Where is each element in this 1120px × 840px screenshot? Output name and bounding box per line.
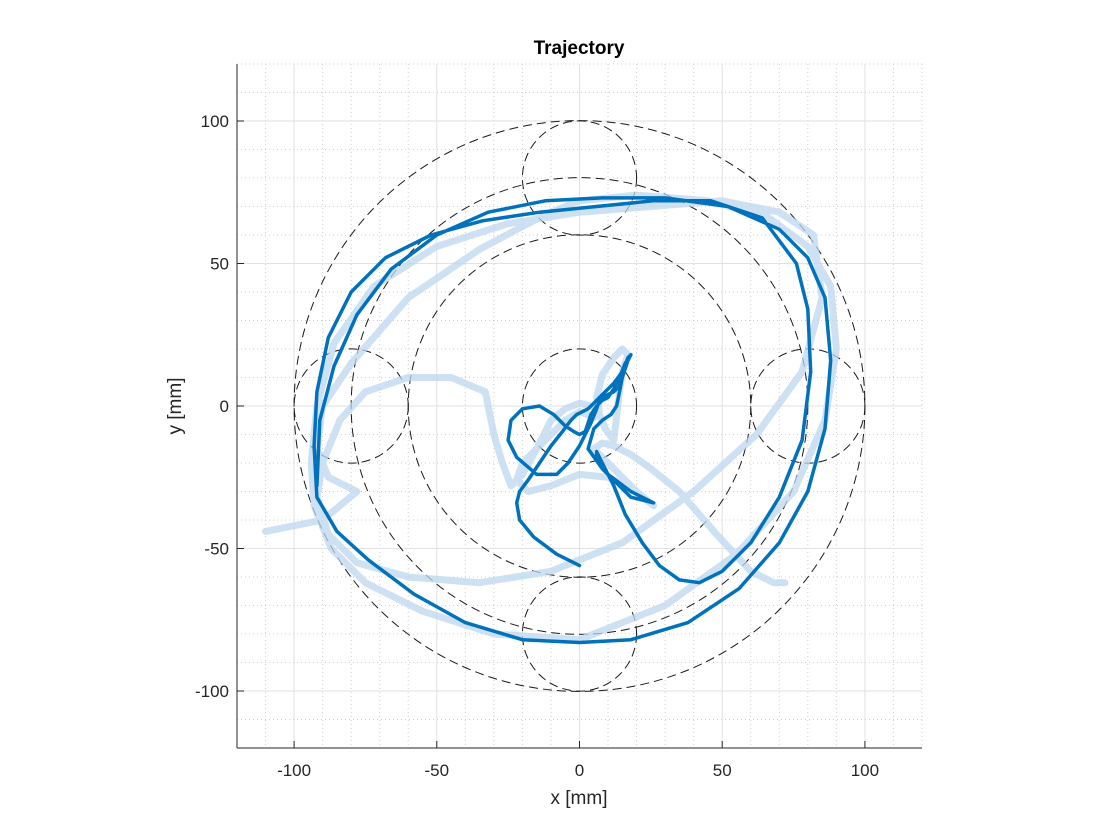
x-axis-label: x [mm]	[551, 788, 608, 809]
reference-circle	[293, 348, 409, 464]
reference-circle	[521, 120, 638, 236]
tick-labels: -100 -50 0 50 100 -100 -50 0 50 100	[195, 112, 879, 780]
y-axis-label: y [mm]	[165, 378, 186, 435]
y-tick-label: 100	[201, 112, 229, 131]
y-tick-label: -50	[204, 540, 229, 559]
axes	[236, 64, 922, 749]
reference-circle	[521, 576, 638, 692]
y-tick-label: -100	[195, 682, 229, 701]
x-tick-label: -100	[277, 761, 311, 780]
raw-trajectory-line	[262, 191, 840, 644]
reference-circle	[521, 348, 638, 464]
smoothed-trajectory-line	[312, 196, 833, 645]
x-tick-label: 50	[713, 761, 732, 780]
y-tick-label: 0	[220, 397, 229, 416]
x-tick-label: 100	[851, 761, 879, 780]
y-tick-label: 50	[210, 255, 229, 274]
x-tick-label: -50	[425, 761, 450, 780]
chart-title: Trajectory	[534, 38, 625, 59]
trajectory-series	[262, 191, 840, 645]
x-tick-label: 0	[575, 761, 584, 780]
